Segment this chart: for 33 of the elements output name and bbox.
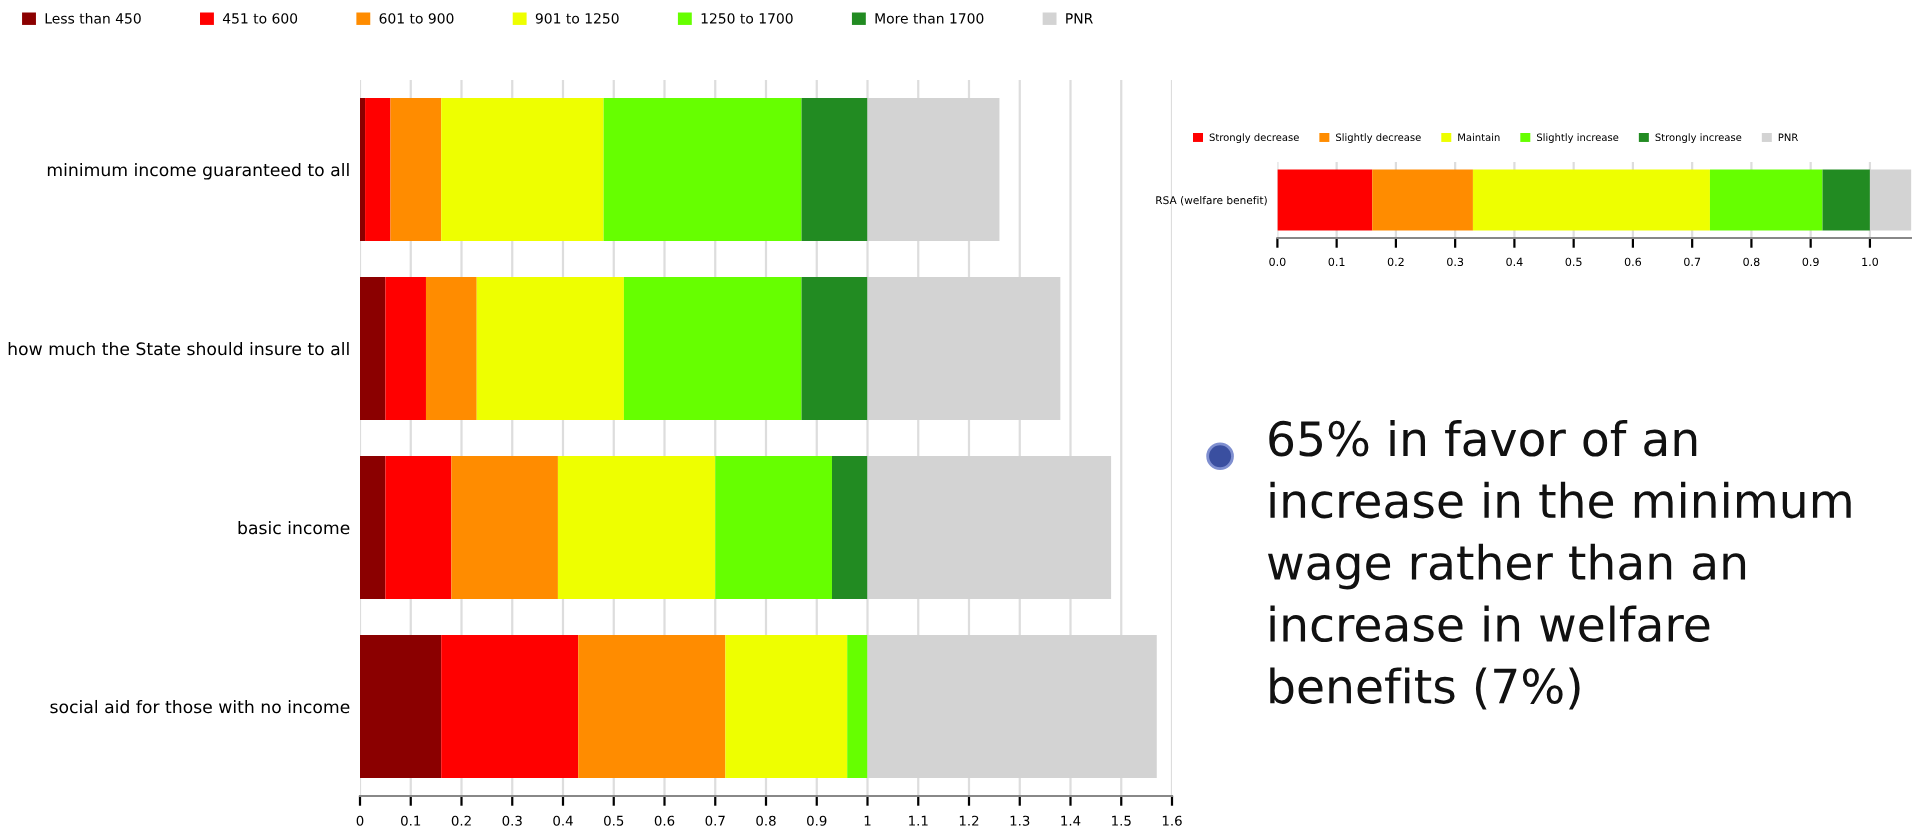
bar xyxy=(385,276,426,421)
bar xyxy=(390,97,442,242)
bar xyxy=(360,634,442,779)
text: 65% in favor of an increase in the minimum wage rather than an increase in welfare benefits (7%) xyxy=(1267,420,1851,710)
y-tick-label: basic income xyxy=(238,520,350,535)
bar xyxy=(1869,169,1912,231)
bar xyxy=(725,634,848,779)
bar xyxy=(847,634,868,779)
bar xyxy=(441,97,604,242)
bar xyxy=(603,97,802,242)
bar xyxy=(476,276,624,421)
bar xyxy=(623,276,802,421)
bar xyxy=(1372,169,1473,231)
bar xyxy=(578,634,726,779)
bar xyxy=(557,455,716,600)
bar xyxy=(425,276,477,421)
bar xyxy=(801,97,868,242)
bar xyxy=(441,634,579,779)
bar xyxy=(1709,169,1823,231)
bar xyxy=(360,276,386,421)
bar xyxy=(715,455,832,600)
bar xyxy=(385,455,452,600)
bar xyxy=(831,455,868,600)
bar xyxy=(360,455,386,600)
bar xyxy=(451,455,558,600)
y-tick-label: how much the State should insure to all xyxy=(8,341,349,356)
bar xyxy=(801,276,868,421)
y-tick-label: minimum income guaranteed to all xyxy=(47,162,349,180)
bar xyxy=(1822,169,1870,231)
bar xyxy=(365,97,391,242)
bar xyxy=(1277,169,1373,231)
y-tick-label: social aid for those with no income xyxy=(50,699,350,714)
bar xyxy=(360,97,366,242)
